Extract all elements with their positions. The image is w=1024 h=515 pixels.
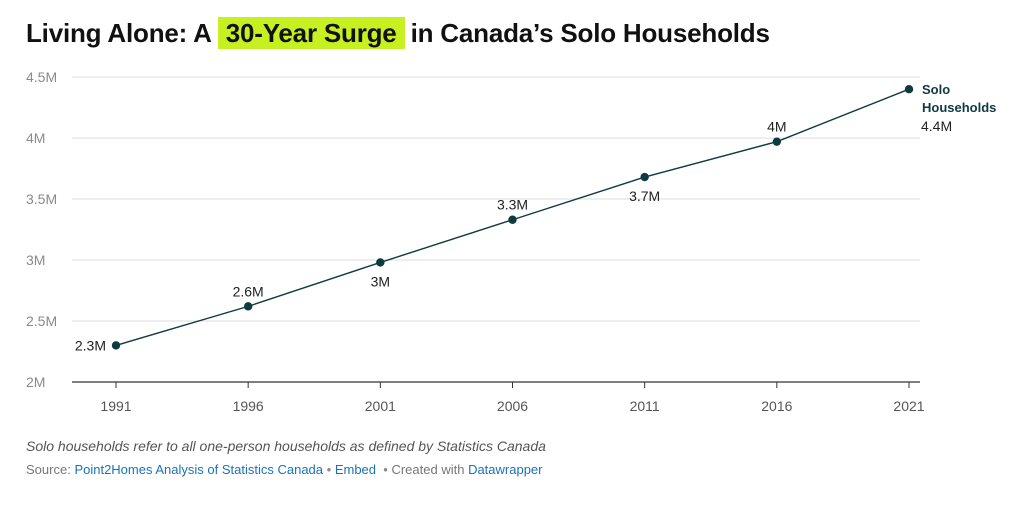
source-prefix: Source: (26, 462, 71, 477)
chart-title: Living Alone: A 30-Year Surge in Canada’s … (26, 17, 770, 49)
y-tick-label: 3.5M (26, 191, 57, 207)
source-link[interactable]: Point2Homes Analysis of Statistics Canad… (74, 462, 324, 477)
y-tick-label: 3M (26, 252, 45, 268)
x-tick-label: 2006 (497, 398, 528, 414)
data-label: 4M (767, 119, 786, 135)
data-point (376, 258, 385, 267)
y-tick-label: 4.5M (26, 69, 57, 85)
x-tick-label: 1996 (233, 398, 264, 414)
embed-link[interactable]: Embed (334, 462, 377, 477)
datawrapper-link[interactable]: Datawrapper (468, 462, 543, 477)
x-tick-label: 2021 (893, 398, 924, 414)
y-tick-label: 2.5M (26, 313, 57, 329)
title-part-1: Living Alone: A (26, 18, 212, 48)
series-label: Households (922, 100, 996, 115)
y-tick-label: 4M (26, 130, 45, 146)
data-point (904, 85, 914, 94)
x-tick-label: 2011 (630, 398, 660, 414)
created-prefix: Created with (391, 462, 465, 477)
line-chart: 2M 2.5M 3M 3.5M 4M 4.5M 1991 1996 2001 2006 2011 20… (26, 69, 996, 414)
data-point (508, 215, 517, 224)
data-point (243, 302, 253, 311)
chart-note: Solo households refer to all one-person … (26, 438, 546, 454)
y-tick-label: 2M (26, 374, 45, 390)
x-tick-label: 2016 (761, 398, 792, 414)
data-label: 2.3M (75, 337, 106, 353)
data-label: 4.4M (921, 118, 952, 134)
separator-1: • (326, 462, 332, 477)
data-label: 3.7M (629, 188, 660, 204)
data-point (772, 137, 782, 146)
title-highlight: 30-Year Surge (217, 17, 405, 49)
data-label: 3.3M (497, 197, 528, 213)
data-point (111, 341, 121, 350)
data-label: 3M (371, 273, 390, 289)
x-tick-label: 1991 (100, 398, 131, 414)
source-line: Source: Point2Homes Analysis of Statisti… (26, 462, 543, 477)
data-label: 2.6M (233, 283, 264, 299)
series-label: Solo (922, 82, 950, 97)
separator-2: • (383, 462, 388, 477)
title-part-2: in Canada’s Solo Households (410, 18, 770, 48)
data-point (640, 172, 649, 182)
x-tick-label: 2001 (365, 398, 396, 414)
